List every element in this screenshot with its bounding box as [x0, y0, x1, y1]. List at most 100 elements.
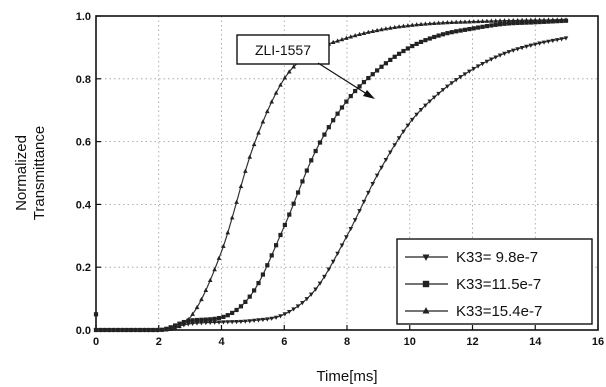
- annotation: ZLI-1557: [236, 34, 375, 99]
- data-point: [256, 130, 261, 135]
- data-point: [150, 327, 156, 332]
- data-point: [379, 27, 384, 32]
- data-point: [207, 320, 213, 326]
- data-point: [475, 18, 481, 24]
- x-tick-label: 0: [93, 336, 99, 348]
- data-point: [396, 136, 402, 141]
- data-point: [194, 317, 200, 323]
- data-point: [563, 36, 569, 41]
- data-point: [335, 251, 340, 256]
- annotation-label: ZLI-1557: [255, 42, 311, 58]
- data-point: [546, 17, 551, 22]
- data-point: [550, 38, 556, 44]
- data-point: [550, 17, 556, 22]
- data-point: [370, 28, 376, 33]
- data-point: [264, 317, 270, 322]
- data-point: [344, 35, 349, 40]
- data-point: [256, 280, 261, 286]
- data-point: [111, 327, 116, 332]
- data-point: [440, 88, 446, 93]
- legend-label: K33=11.5e-7: [456, 276, 541, 293]
- data-point: [203, 287, 209, 293]
- data-point: [278, 232, 283, 238]
- x-tick-label: 14: [529, 336, 542, 348]
- data-point: [462, 27, 468, 32]
- data-point: [344, 99, 349, 104]
- x-tick-label: 12: [466, 336, 478, 348]
- axis-ticks: 0 2 4 6 8 10 12 14 16 0.0 0.2 0.4 0.6 0.8 1.0: [76, 11, 604, 348]
- data-point: [326, 125, 331, 130]
- data-point: [260, 272, 266, 277]
- data-point: [519, 20, 525, 25]
- data-point: [471, 19, 477, 24]
- data-point: [493, 18, 499, 23]
- y-tick-label: 0.2: [76, 262, 91, 274]
- data-point: [436, 91, 441, 97]
- data-point: [291, 64, 296, 69]
- data-point: [177, 321, 182, 326]
- data-point: [353, 88, 358, 94]
- data-point: [537, 19, 542, 25]
- data-point: [252, 288, 257, 293]
- data-point: [265, 263, 270, 268]
- data-point: [225, 320, 231, 325]
- legend-label: K33= 9.8e-7: [456, 249, 538, 266]
- data-point: [194, 304, 200, 310]
- data-point: [168, 326, 173, 331]
- data-point: [361, 30, 367, 35]
- annotation-box: [236, 34, 330, 65]
- data-point: [502, 21, 507, 26]
- data-point: [454, 29, 459, 34]
- data-point: [207, 277, 213, 283]
- data-point: [383, 61, 389, 66]
- data-point: [216, 315, 222, 321]
- y-axis-title-line2: Transmittance: [31, 126, 48, 220]
- data-point: [185, 322, 191, 327]
- data-point: [519, 45, 525, 51]
- data-point: [348, 93, 353, 99]
- data-point: [366, 190, 371, 196]
- data-point: [563, 17, 569, 22]
- data-point: [418, 107, 424, 113]
- data-point: [98, 327, 103, 332]
- data-point: [317, 281, 323, 286]
- data-point: [515, 17, 520, 23]
- data-point: [449, 19, 455, 25]
- data-point: [282, 75, 288, 80]
- data-point: [374, 27, 380, 33]
- data-point: [137, 327, 143, 332]
- data-point: [445, 31, 450, 36]
- data-point: [546, 19, 551, 24]
- data-point: [392, 24, 397, 30]
- data-point: [313, 148, 318, 154]
- data-point: [480, 61, 485, 67]
- data-point: [146, 327, 152, 332]
- legend-label: K33=15.4e-7: [456, 303, 542, 320]
- data-point: [291, 307, 296, 312]
- data-point: [506, 18, 512, 23]
- data-point: [431, 20, 437, 26]
- data-point: [480, 18, 485, 23]
- data-point: [238, 319, 244, 325]
- data-point: [383, 157, 389, 163]
- data-point: [524, 44, 529, 50]
- data-point: [524, 17, 529, 22]
- data-point: [462, 72, 468, 77]
- data-point: [102, 327, 108, 332]
- data-point: [440, 20, 446, 25]
- data-point: [418, 21, 424, 26]
- y-tick-label: 1.0: [76, 11, 91, 23]
- data-point: [203, 317, 208, 322]
- data-point: [405, 123, 411, 128]
- data-point: [409, 22, 415, 27]
- data-point: [462, 19, 468, 24]
- series-group: [93, 17, 569, 333]
- data-point: [476, 25, 481, 30]
- data-point: [216, 255, 222, 260]
- data-point: [506, 50, 512, 55]
- x-tick-label: 16: [592, 336, 604, 348]
- data-point: [269, 99, 275, 104]
- data-point: [269, 316, 275, 321]
- data-point: [229, 215, 235, 220]
- data-point: [199, 317, 204, 322]
